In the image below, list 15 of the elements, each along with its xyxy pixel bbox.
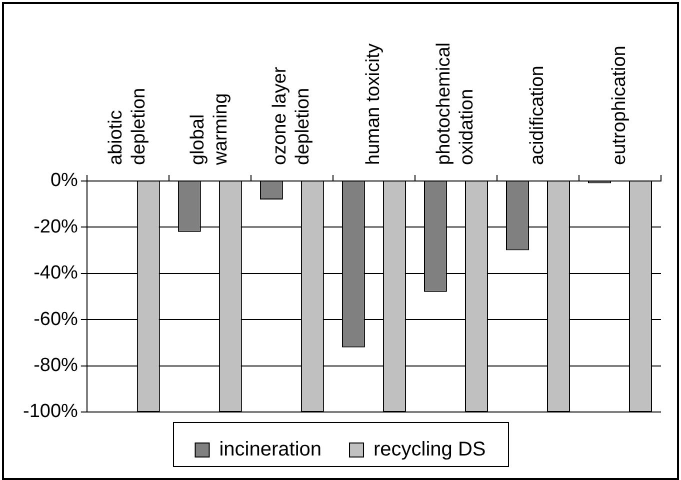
y-tick-label: -100%: [23, 401, 78, 422]
y-tick-label: -40%: [34, 262, 78, 284]
y-tick-label: -60%: [34, 308, 78, 330]
legend-label: incineration: [219, 438, 322, 461]
x-tick-label: abiotic depletion: [106, 88, 150, 165]
legend-label: recycling DS: [374, 438, 486, 461]
x-tick-label: eutrophication: [609, 46, 630, 165]
x-tick-label: photochemical oxidation: [434, 42, 478, 165]
x-tick-label: ozone layer depletion: [270, 66, 314, 165]
y-tick-label: -80%: [34, 355, 78, 376]
x-tick-label: global warming: [188, 93, 232, 166]
y-tick-label: -20%: [34, 216, 78, 238]
y-tick-label: 0%: [50, 170, 78, 192]
x-tick-label: acidification: [527, 66, 548, 165]
x-tick-label: human toxicity: [363, 43, 384, 165]
